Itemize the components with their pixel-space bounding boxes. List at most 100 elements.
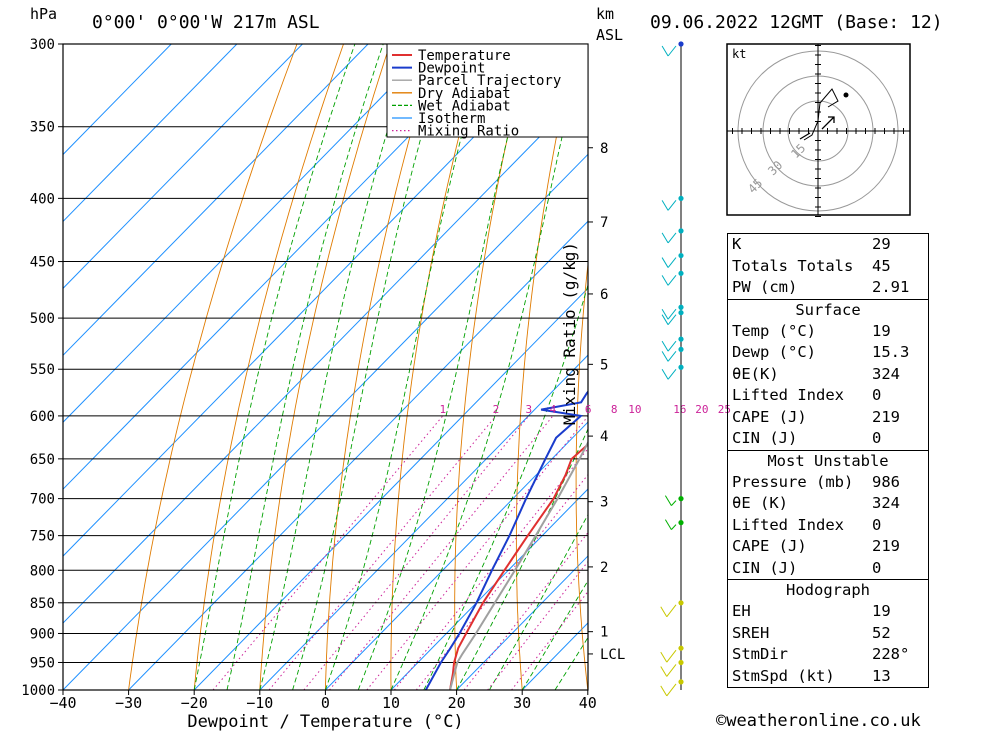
stat-row: CIN (J) 0: [732, 558, 882, 577]
pressure-tick-label: 650: [30, 452, 55, 468]
stat-row: Lifted Index 0: [732, 515, 882, 534]
wind-barb: [667, 351, 677, 362]
pressure-tick-label: 500: [30, 311, 55, 327]
wind-level-dot: [678, 270, 684, 276]
pressure-tick-label: 700: [30, 492, 55, 508]
legend-label: Parcel Trajectory: [418, 73, 561, 89]
stat-row: Dewp (°C) 15.3: [732, 343, 910, 361]
dry-adiabat-line: [454, 44, 530, 690]
isotherm-line: [63, 44, 435, 423]
mixing-ratio-label: 2: [493, 403, 500, 416]
km-tick-label: 6: [600, 287, 608, 303]
wind-barb-flag: [664, 519, 672, 530]
stats-panel: K 29 Totals Totals 45 PW (cm) 2.91 Surface …: [727, 233, 929, 688]
pressure-tick-label: 750: [30, 529, 55, 545]
wind-level-dot: [678, 645, 684, 651]
mixing-ratio-line: [303, 415, 530, 690]
mixing-ratio-axis-label: Mixing Ratio (g/kg): [560, 241, 579, 425]
mixing-ratio-line: [268, 415, 497, 690]
stats-basic: K 29 Totals Totals 45 PW (cm) 2.91: [728, 234, 928, 299]
mixing-ratio-line: [487, 560, 588, 690]
isotherm-line: [63, 44, 500, 490]
stat-row: EH 19: [732, 602, 891, 620]
stat-row: SREH 52: [732, 623, 891, 642]
wind-barb-flag: [660, 606, 668, 618]
wind-level-dot: [678, 304, 684, 310]
wet-adiabat-line: [292, 44, 449, 690]
wind-barb-flag: [661, 351, 669, 362]
x-tick-label: 30: [513, 694, 531, 712]
legend-label: Dry Adiabat: [418, 86, 511, 102]
wind-barb: [666, 664, 677, 677]
mixing-ratio-line: [366, 415, 588, 690]
stats-hodograph: Hodograph EH 19 SREH 52 StmDir 228° StmSpd …: [728, 579, 928, 687]
mixing-ratio-line: [212, 415, 444, 690]
isotherm-line: [63, 44, 369, 357]
wind-barb-flag: [661, 275, 669, 286]
km-tick-label: 2: [600, 560, 608, 576]
isotherm-line: [193, 287, 588, 690]
mixing-ratio-label: 6: [585, 403, 592, 416]
pressure-tick-label: 850: [30, 596, 55, 612]
x-tick-label: 40: [579, 694, 597, 712]
legend-label: Isotherm: [418, 111, 485, 127]
km-tick-label: 3: [600, 495, 608, 511]
hodograph-point: [843, 92, 849, 98]
temperature-line: [449, 443, 588, 690]
isotherm-line: [63, 153, 588, 690]
section-title: Surface: [795, 300, 861, 319]
x-tick-label: −10: [246, 694, 273, 712]
pressure-tick-label: 600: [30, 409, 55, 425]
km-axis-unit: km: [596, 5, 615, 23]
legend-label: Dewpoint: [418, 61, 485, 77]
wind-level-dot: [678, 364, 684, 370]
wind-level-dot: [678, 228, 684, 234]
x-axis-label: Dewpoint / Temperature (°C): [187, 712, 463, 732]
stat-row: Pressure (mb) 986: [732, 472, 900, 491]
hpa-axis-unit: hPa: [30, 5, 58, 23]
isotherm-line: [259, 354, 588, 690]
mixing-ratio-label: 8: [611, 403, 618, 416]
isotherm-line: [456, 555, 588, 690]
wind-barb: [667, 232, 677, 244]
wind-barb-flag: [661, 232, 669, 244]
stat-row: K 29: [732, 235, 891, 253]
wind-barb: [671, 524, 677, 530]
wet-adiabat-line: [324, 44, 487, 690]
x-tick-label: 20: [448, 694, 466, 712]
pressure-tick-label: 550: [30, 362, 55, 378]
wind-barb: [666, 604, 677, 618]
wind-barb-flag: [661, 45, 669, 57]
stat-row: θE (K) 324: [732, 494, 900, 512]
stats-most-unstable: Most Unstable Pressure (mb) 986 θE (K) 324…: [728, 449, 928, 580]
wind-level-dot: [678, 252, 684, 259]
stat-row: CAPE (J) 219: [732, 537, 900, 555]
mixing-ratio-label: 10: [628, 403, 641, 416]
isotherm-line: [325, 421, 588, 690]
wind-barb-flag: [661, 340, 669, 352]
mixing-ratio-label: 20: [695, 403, 708, 416]
wind-profile: [660, 41, 684, 697]
stat-row: Totals Totals 45: [732, 256, 891, 275]
wind-level-dot: [678, 195, 684, 201]
wind-barb: [667, 368, 677, 380]
x-tick-label: 0: [321, 694, 330, 712]
section-title: Most Unstable: [767, 451, 889, 470]
dewpoint-line: [424, 390, 588, 690]
mixing-ratio-label: 16: [673, 403, 686, 416]
wind-level-dot: [678, 679, 684, 685]
pressure-tick-label: 350: [30, 120, 55, 136]
mixing-ratio-label: 1: [439, 403, 446, 416]
wind-barb-flag: [661, 200, 669, 211]
stat-row: Lifted Index 0: [732, 386, 882, 404]
dry-adiabat-line: [193, 44, 344, 690]
stats-surface: Surface Temp (°C) 19 Dewp (°C) 15.3 θE(K) 3…: [728, 298, 928, 450]
profile-lines: [424, 390, 588, 690]
wind-level-dot: [678, 346, 684, 352]
stat-row: StmSpd (kt) 13: [732, 666, 891, 685]
hodograph-arrow: [799, 132, 811, 140]
datetime-title: 09.06.2022 12GMT (Base: 12): [650, 12, 943, 33]
pressure-tick-label: 950: [30, 655, 55, 671]
isotherm-line: [63, 86, 588, 624]
